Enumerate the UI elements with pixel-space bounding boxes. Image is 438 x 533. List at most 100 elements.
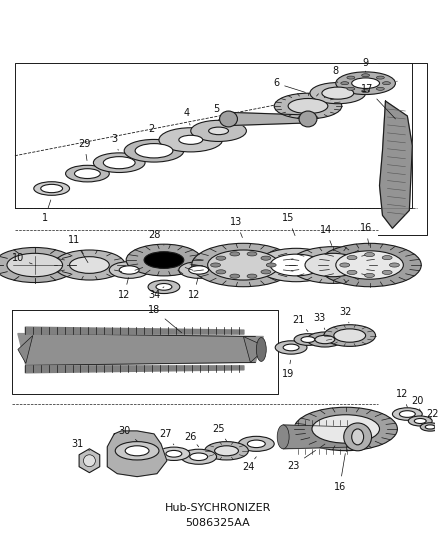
Ellipse shape bbox=[247, 440, 265, 448]
Ellipse shape bbox=[53, 250, 125, 280]
Ellipse shape bbox=[216, 270, 226, 274]
Text: 18: 18 bbox=[148, 305, 182, 333]
Text: 20: 20 bbox=[411, 396, 424, 411]
Ellipse shape bbox=[347, 76, 355, 79]
Ellipse shape bbox=[125, 446, 149, 456]
Text: 5086325AA: 5086325AA bbox=[185, 518, 250, 528]
Text: 27: 27 bbox=[160, 429, 174, 445]
Ellipse shape bbox=[312, 415, 379, 443]
Ellipse shape bbox=[389, 263, 399, 267]
Ellipse shape bbox=[159, 128, 223, 152]
Ellipse shape bbox=[41, 184, 63, 192]
Ellipse shape bbox=[294, 334, 322, 345]
Text: Hub-SYCHRONIZER: Hub-SYCHRONIZER bbox=[164, 503, 271, 513]
Ellipse shape bbox=[266, 263, 276, 267]
Ellipse shape bbox=[310, 83, 366, 104]
Ellipse shape bbox=[382, 255, 392, 260]
Ellipse shape bbox=[352, 429, 364, 445]
Ellipse shape bbox=[340, 263, 350, 267]
Text: 33: 33 bbox=[314, 313, 326, 329]
Text: 34: 34 bbox=[148, 287, 164, 300]
Ellipse shape bbox=[190, 453, 208, 461]
Ellipse shape bbox=[181, 449, 216, 464]
Ellipse shape bbox=[219, 111, 237, 127]
Ellipse shape bbox=[135, 143, 173, 158]
Ellipse shape bbox=[126, 244, 201, 276]
Ellipse shape bbox=[352, 78, 379, 88]
Ellipse shape bbox=[347, 270, 357, 274]
Polygon shape bbox=[283, 425, 358, 449]
Ellipse shape bbox=[382, 270, 392, 274]
Polygon shape bbox=[244, 336, 263, 362]
Ellipse shape bbox=[192, 243, 295, 287]
Polygon shape bbox=[18, 334, 263, 365]
Ellipse shape bbox=[261, 270, 271, 274]
Ellipse shape bbox=[364, 273, 374, 278]
Text: 23: 23 bbox=[287, 450, 316, 471]
Ellipse shape bbox=[115, 442, 159, 460]
Ellipse shape bbox=[208, 250, 279, 280]
Text: 12: 12 bbox=[396, 389, 409, 407]
Ellipse shape bbox=[288, 99, 328, 114]
Ellipse shape bbox=[392, 408, 422, 421]
Ellipse shape bbox=[336, 72, 396, 94]
Text: 29: 29 bbox=[78, 139, 91, 160]
Ellipse shape bbox=[364, 253, 374, 257]
Ellipse shape bbox=[336, 251, 403, 279]
Ellipse shape bbox=[215, 446, 238, 456]
Ellipse shape bbox=[299, 111, 317, 127]
Ellipse shape bbox=[70, 257, 110, 273]
Ellipse shape bbox=[119, 266, 139, 274]
Ellipse shape bbox=[324, 325, 375, 346]
Ellipse shape bbox=[289, 247, 377, 284]
Ellipse shape bbox=[307, 332, 343, 347]
Ellipse shape bbox=[277, 425, 289, 449]
Ellipse shape bbox=[34, 182, 70, 195]
Ellipse shape bbox=[382, 82, 390, 85]
Ellipse shape bbox=[274, 93, 342, 119]
Ellipse shape bbox=[93, 153, 145, 173]
Ellipse shape bbox=[148, 280, 180, 294]
Ellipse shape bbox=[344, 423, 371, 451]
Ellipse shape bbox=[322, 87, 354, 99]
Ellipse shape bbox=[0, 247, 77, 282]
Text: 1: 1 bbox=[42, 200, 51, 223]
Ellipse shape bbox=[179, 135, 203, 144]
Ellipse shape bbox=[211, 263, 221, 267]
Polygon shape bbox=[379, 101, 412, 228]
Ellipse shape bbox=[166, 450, 182, 457]
Ellipse shape bbox=[256, 248, 336, 282]
Ellipse shape bbox=[216, 256, 226, 260]
Polygon shape bbox=[79, 449, 100, 473]
Ellipse shape bbox=[399, 411, 415, 417]
Text: 12: 12 bbox=[187, 278, 200, 300]
Polygon shape bbox=[107, 431, 167, 477]
Ellipse shape bbox=[318, 243, 421, 287]
Text: 16: 16 bbox=[360, 223, 372, 245]
Text: 26: 26 bbox=[184, 432, 199, 447]
Ellipse shape bbox=[301, 337, 315, 342]
Ellipse shape bbox=[334, 329, 366, 342]
Ellipse shape bbox=[124, 140, 184, 162]
Text: 15: 15 bbox=[282, 213, 295, 236]
Ellipse shape bbox=[362, 90, 370, 93]
Ellipse shape bbox=[362, 74, 370, 77]
Text: 19: 19 bbox=[282, 360, 294, 379]
Ellipse shape bbox=[110, 262, 149, 278]
Text: 25: 25 bbox=[212, 424, 226, 441]
Ellipse shape bbox=[247, 252, 257, 256]
Text: 2: 2 bbox=[148, 124, 154, 140]
Ellipse shape bbox=[270, 254, 322, 276]
Ellipse shape bbox=[408, 416, 432, 426]
Ellipse shape bbox=[414, 418, 426, 424]
Ellipse shape bbox=[205, 442, 248, 460]
Text: 24: 24 bbox=[242, 457, 256, 472]
Ellipse shape bbox=[103, 157, 135, 169]
Text: 21: 21 bbox=[292, 314, 308, 332]
Ellipse shape bbox=[74, 169, 100, 179]
Ellipse shape bbox=[347, 87, 355, 90]
Text: 32: 32 bbox=[339, 306, 352, 323]
Ellipse shape bbox=[315, 335, 335, 344]
Ellipse shape bbox=[275, 341, 307, 354]
Text: 10: 10 bbox=[12, 253, 32, 264]
